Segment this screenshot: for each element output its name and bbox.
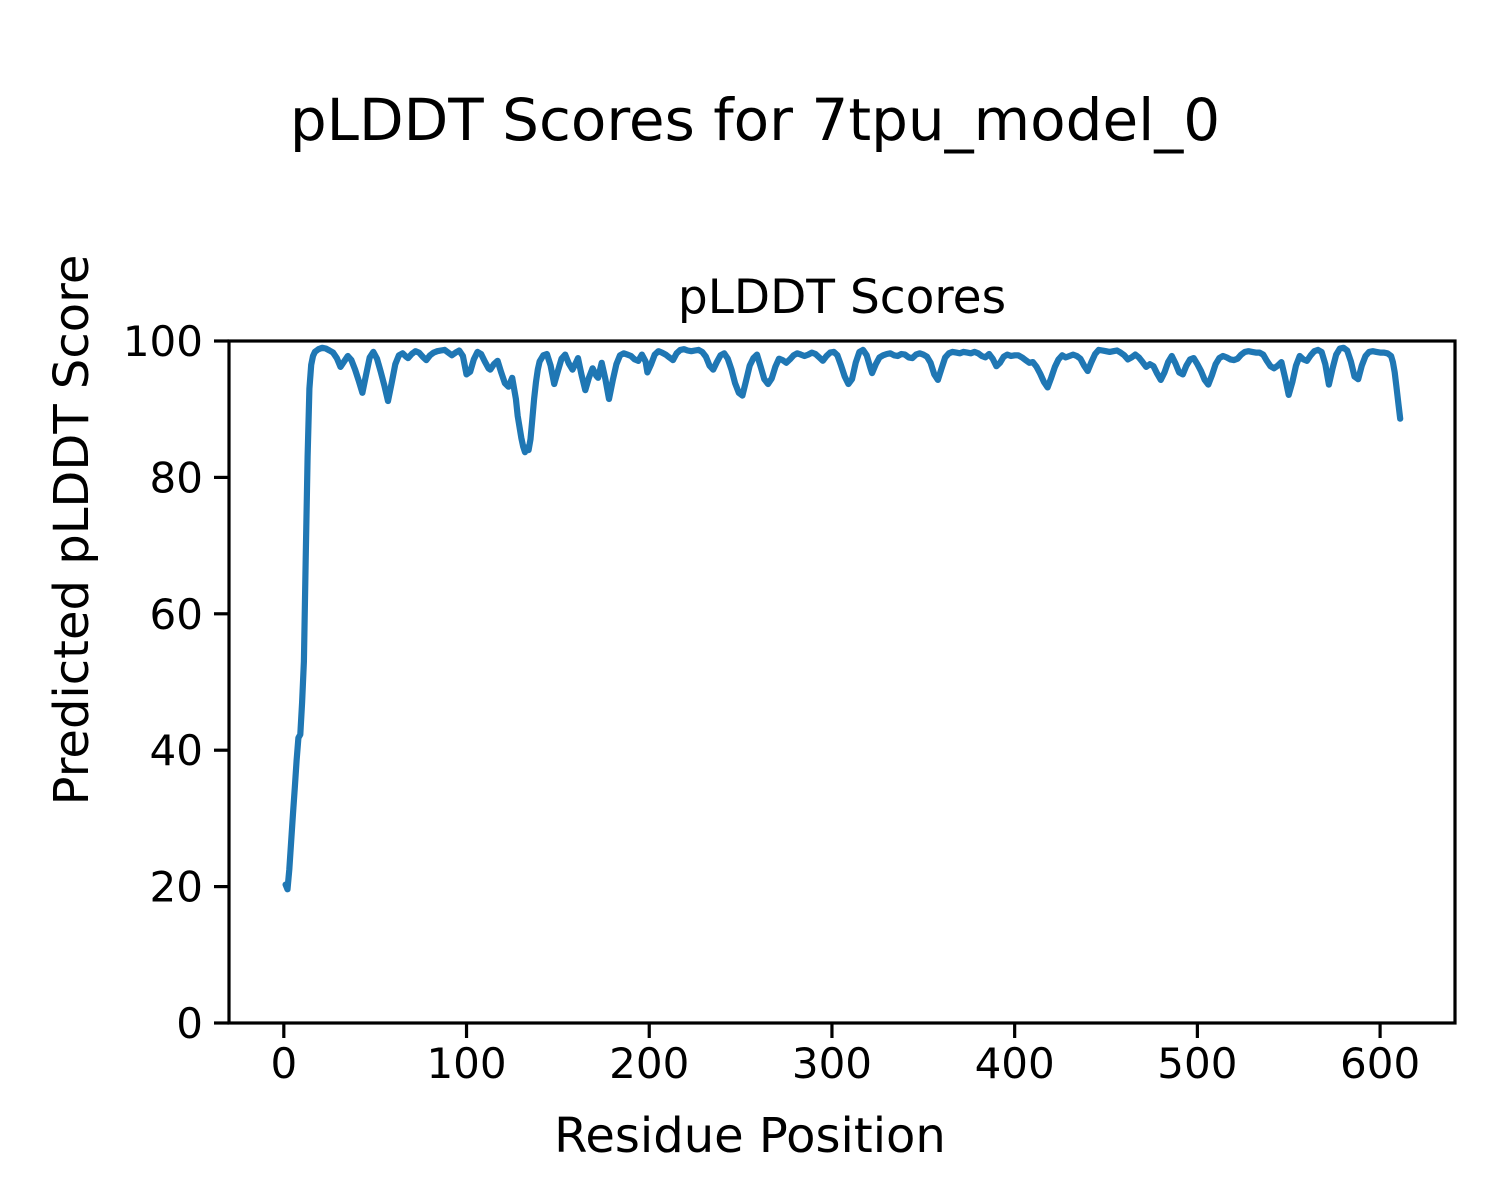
x-tick-500-label: 500 xyxy=(1157,1039,1237,1088)
y-tick-60-label: 60 xyxy=(150,590,203,639)
x-tick-100-label: 100 xyxy=(426,1039,506,1088)
y-axis-label: Predicted pLDDT Score xyxy=(44,255,100,806)
y-tick-100-label: 100 xyxy=(123,317,203,366)
x-axis-label: Residue Position xyxy=(554,1108,946,1164)
axes-title: pLDDT Scores xyxy=(678,270,1006,325)
x-tick-0-label: 0 xyxy=(270,1039,297,1088)
y-tick-20-label: 20 xyxy=(150,863,203,912)
plddt-line-series xyxy=(282,344,1404,893)
x-tick-400-label: 400 xyxy=(975,1039,1055,1088)
x-tick-300-label: 300 xyxy=(792,1039,872,1088)
y-tick-0-label: 0 xyxy=(176,999,203,1048)
x-axis-ticks: 0 100 200 300 400 500 600 xyxy=(270,1023,1420,1088)
y-tick-80-label: 80 xyxy=(150,453,203,502)
x-tick-600-label: 600 xyxy=(1340,1039,1420,1088)
y-tick-40-label: 40 xyxy=(150,726,203,775)
x-tick-200-label: 200 xyxy=(609,1039,689,1088)
axes-spines xyxy=(227,339,1457,1025)
figure-suptitle: pLDDT Scores for 7tpu_model_0 xyxy=(290,86,1220,154)
y-axis-ticks: 0 20 40 60 80 100 xyxy=(123,317,229,1048)
